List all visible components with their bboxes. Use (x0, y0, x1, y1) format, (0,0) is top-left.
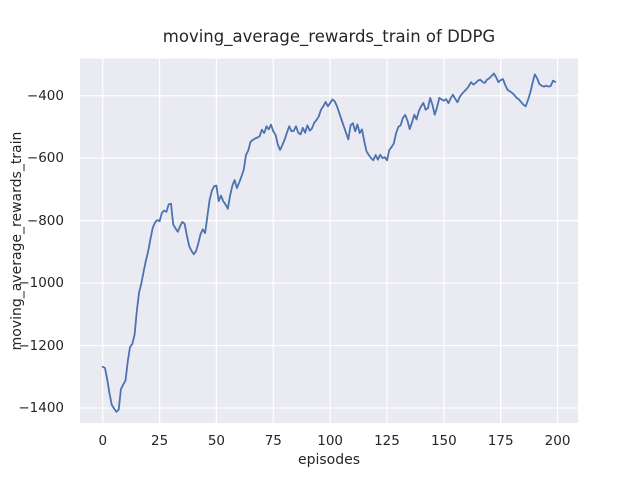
x-tick-label: 200 (544, 433, 571, 449)
x-tick-label: 50 (207, 433, 226, 449)
y-tick-label: −400 (26, 87, 64, 104)
y-tick-label: −600 (26, 150, 64, 167)
x-tick-label: 175 (487, 433, 514, 449)
y-tick-label: −800 (26, 212, 64, 229)
axes-background (80, 58, 578, 423)
y-tick-label: −1200 (18, 337, 64, 354)
y-axis-label: moving_average_rewards_train (9, 131, 25, 351)
x-tick-label: 0 (98, 433, 108, 449)
x-tick-label: 100 (317, 433, 344, 449)
y-tick-label: −1000 (18, 275, 64, 292)
x-tick-label: 25 (150, 433, 169, 449)
chart-title: moving_average_rewards_train of DDPG (162, 27, 496, 46)
data-line-moving_average_rewards_train (101, 72, 557, 413)
x-tick-label: 125 (374, 433, 400, 449)
x-tick-label: 75 (264, 433, 282, 449)
y-tick-label: −1400 (18, 400, 64, 416)
x-tick-label: 150 (430, 433, 457, 449)
x-axis-label: episodes (297, 452, 361, 468)
